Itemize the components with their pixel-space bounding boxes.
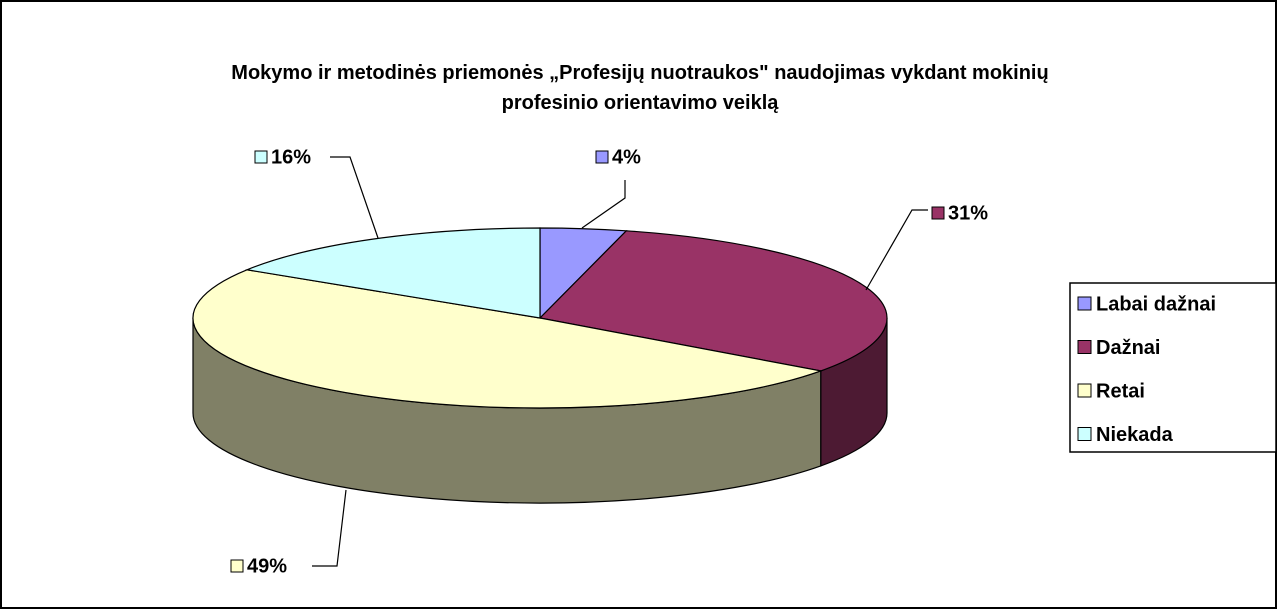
- pie-slice: [244, 227, 541, 319]
- legend-swatch: [1077, 383, 1092, 398]
- pie-slice: [538, 230, 888, 372]
- legend-label: Niekada: [1096, 424, 1174, 446]
- leader-line: [312, 489, 347, 567]
- leader-line: [581, 180, 626, 229]
- chart-title: Mokymo ir metodinės priemonės „Profesijų…: [231, 62, 1049, 114]
- leader-line: [865, 209, 928, 291]
- leader-line: [330, 156, 379, 239]
- legend-box: [1069, 282, 1277, 453]
- legend-swatch: [1077, 427, 1092, 441]
- data-label: 16%: [271, 146, 311, 168]
- pie-slice: [192, 269, 824, 409]
- legend-label: Labai dažnai: [1096, 293, 1216, 315]
- legend-label: Dažnai: [1096, 337, 1160, 359]
- data-label: 4%: [612, 146, 641, 168]
- data-label: 31%: [948, 202, 988, 224]
- data-label: 49%: [247, 555, 287, 577]
- legend-swatch: [1077, 340, 1092, 354]
- label-swatch: [595, 150, 609, 164]
- label-swatch: [254, 150, 268, 164]
- legend-swatch: [1077, 296, 1092, 311]
- legend-label: Retai: [1096, 380, 1145, 402]
- label-swatch: [230, 559, 244, 573]
- title-box: Mokymo ir metodinės priemonės „Profesijų…: [231, 62, 1049, 114]
- label-swatch: [931, 206, 945, 220]
